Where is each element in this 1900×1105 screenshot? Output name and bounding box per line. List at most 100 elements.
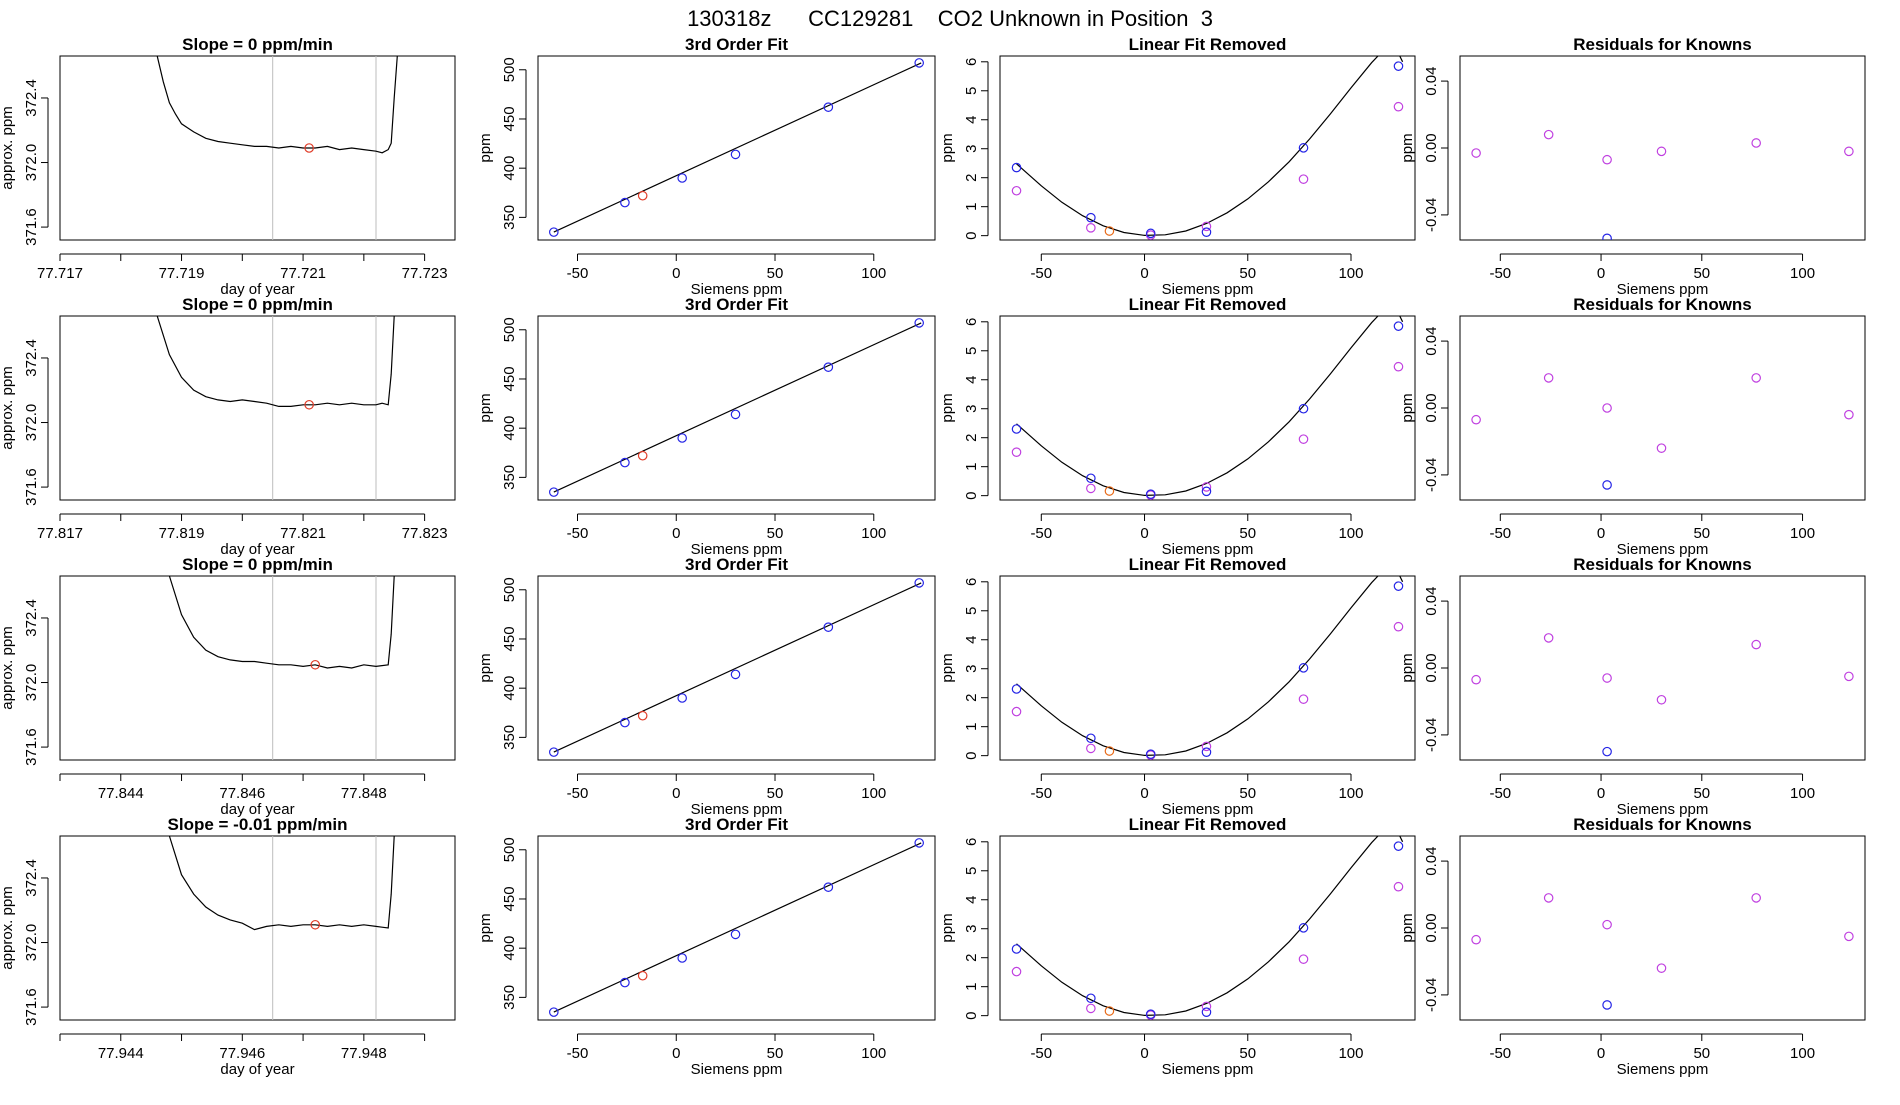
point-unknown — [1104, 746, 1115, 756]
point-blue — [823, 102, 834, 112]
plot-frame — [999, 835, 1416, 1021]
x-tick-label: 77.844 — [98, 785, 144, 802]
point-magenta — [1844, 409, 1854, 420]
y-tick-label: 6 — [963, 58, 980, 66]
point-blue — [620, 197, 630, 208]
trace-line — [168, 836, 395, 931]
x-tick-label: 77.848 — [341, 785, 387, 802]
point-blue — [1298, 143, 1309, 153]
point-unknown — [1104, 1006, 1115, 1016]
point-magenta — [1543, 633, 1554, 643]
panel-r0-c3: Residuals for Knowns -50 0 50 100 Siemens ppm… — [1399, 35, 1866, 298]
point-blue — [549, 487, 559, 497]
panel-title: Residuals for Knowns — [1573, 295, 1752, 314]
y-tick-label: 0 — [963, 491, 980, 499]
x-tick-label: 50 — [767, 525, 784, 542]
x-tick-label: 0 — [672, 1045, 680, 1062]
y-tick-label: 450 — [501, 106, 518, 131]
y-tick-label: 0.00 — [1423, 913, 1440, 942]
point-magenta — [1298, 694, 1309, 704]
y-tick-label: 0.04 — [1423, 586, 1440, 615]
fit-line — [1016, 576, 1404, 757]
point-blue — [1145, 489, 1156, 500]
y-tick-label: 6 — [963, 838, 980, 846]
plot-area — [1471, 129, 1854, 240]
point-magenta — [1543, 373, 1554, 383]
plot-frame — [1459, 55, 1866, 241]
x-tick-label: 100 — [1338, 265, 1363, 282]
x-tick-label: -50 — [567, 525, 589, 542]
x-tick-label: 0 — [672, 525, 680, 542]
point-magenta — [1393, 361, 1404, 372]
y-tick-label: 5 — [963, 87, 980, 95]
x-tick-label: 77.948 — [341, 1045, 387, 1062]
point-blue — [1298, 403, 1309, 414]
y-tick-label: 350 — [501, 985, 518, 1010]
point-magenta — [1011, 966, 1022, 977]
x-tick-label: 77.819 — [159, 525, 205, 542]
y-tick-label: 0.04 — [1423, 66, 1440, 95]
panel-r0-c2: Linear Fit Removed -50 0 50 100 Siemens ppm 0 1… — [939, 35, 1416, 298]
y-tick-label: 5 — [963, 347, 980, 355]
point-unknown — [637, 710, 648, 721]
point-blue — [914, 318, 924, 328]
panel-r3-c0: Slope = -0.01 ppm/min 77.944 77.946 77.948 d… — [0, 815, 456, 1078]
point-unknown — [1104, 226, 1115, 236]
x-axis-label: day of year — [220, 1061, 294, 1078]
mean-point — [304, 399, 314, 410]
y-axis-label: ppm — [939, 393, 956, 422]
x-tick-label: -50 — [567, 265, 589, 282]
x-tick-label: 100 — [861, 785, 886, 802]
y-tick-label: 500 — [501, 837, 518, 862]
y-tick-label: -0.04 — [1423, 718, 1440, 752]
plot-frame — [1459, 835, 1866, 1021]
point-unknown — [637, 450, 648, 461]
x-axis-label: Siemens ppm — [691, 1061, 783, 1078]
panel-title: Linear Fit Removed — [1129, 555, 1287, 574]
y-tick-label: 4 — [963, 376, 980, 384]
point-blue — [549, 227, 559, 237]
point-magenta — [1751, 138, 1761, 148]
x-tick-label: 0 — [672, 785, 680, 802]
fit-line — [1016, 316, 1404, 497]
y-tick-label: 372.4 — [23, 339, 40, 377]
x-tick-label: 0 — [1140, 785, 1148, 802]
x-tick-label: 50 — [767, 265, 784, 282]
y-tick-label: 372.4 — [23, 859, 40, 897]
mean-point — [304, 143, 314, 153]
y-tick-label: 350 — [501, 725, 518, 750]
point-blue — [1602, 233, 1612, 240]
y-axis-label: ppm — [477, 653, 494, 682]
point-magenta — [1602, 919, 1612, 930]
point-magenta — [1602, 154, 1612, 165]
y-tick-label: 0 — [963, 231, 980, 239]
plot-frame — [1459, 575, 1866, 761]
y-tick-label: 0.04 — [1423, 326, 1440, 355]
y-tick-label: 1 — [963, 723, 980, 731]
panel-r2-c0: Slope = 0 ppm/min 77.844 77.846 77.848 day o… — [0, 555, 456, 818]
x-tick-label: 77.946 — [219, 1045, 265, 1062]
plot-frame — [537, 835, 936, 1021]
point-magenta — [1471, 148, 1481, 158]
point-blue — [1011, 684, 1022, 694]
y-tick-label: 0 — [963, 751, 980, 759]
panel-r0-c0: Slope = 0 ppm/min 77.717 77.719 77.721 77.72… — [0, 35, 456, 298]
x-tick-label: 0 — [1140, 265, 1148, 282]
plot-area — [168, 836, 395, 1020]
y-tick-label: 0.00 — [1423, 653, 1440, 682]
y-tick-label: 0.00 — [1423, 393, 1440, 422]
y-axis-label: ppm — [477, 133, 494, 162]
panel-title: Linear Fit Removed — [1129, 295, 1287, 314]
point-magenta — [1298, 174, 1309, 184]
x-axis-label: day of year — [220, 801, 294, 818]
point-magenta — [1011, 706, 1022, 717]
panel-title: 3rd Order Fit — [685, 295, 788, 314]
point-blue — [730, 149, 741, 160]
y-tick-label: 4 — [963, 896, 980, 904]
plot-frame — [59, 835, 456, 1021]
x-tick-label: -50 — [1489, 525, 1511, 542]
point-magenta — [1602, 673, 1612, 683]
panel-r1-c2: Linear Fit Removed -50 0 50 100 Siemens ppm 0 1… — [939, 295, 1416, 558]
y-tick-label: 500 — [501, 57, 518, 82]
